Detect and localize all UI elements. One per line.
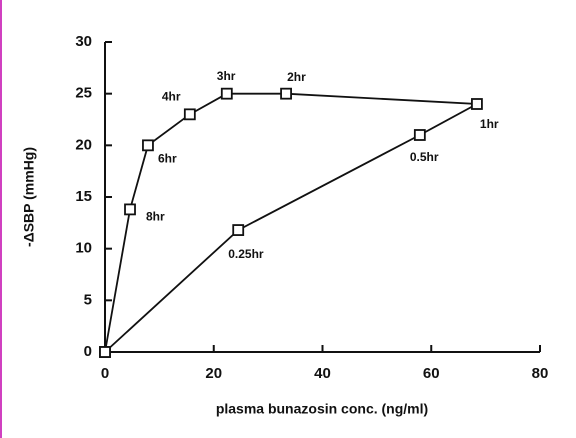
- point: [413, 129, 426, 141]
- y-tick-label: 15: [75, 188, 92, 205]
- point: [99, 346, 111, 358]
- data-line: [104, 92, 481, 353]
- point-label: 0.5hr: [410, 150, 439, 164]
- point: [471, 98, 483, 110]
- y-tick-label: 20: [75, 136, 92, 153]
- point-label: 0.25hr: [228, 247, 264, 261]
- point: [124, 203, 136, 216]
- point-label: 1hr: [480, 117, 499, 131]
- point-label: 6hr: [158, 152, 177, 166]
- y-tick-label: 0: [84, 343, 92, 360]
- x-tick-label: 60: [423, 365, 440, 382]
- y-tick-label: 10: [75, 240, 92, 257]
- point-label: 3hr: [217, 69, 236, 83]
- x-tick-label: 20: [205, 365, 222, 382]
- y-tick-label: 5: [84, 291, 92, 308]
- y-axis-title: -ΔSBP (mmHg): [21, 147, 37, 247]
- point: [232, 224, 245, 236]
- point: [142, 139, 154, 152]
- point-label: 4hr: [162, 90, 181, 104]
- y-tick-label: 30: [75, 33, 92, 50]
- y-tick-label: 25: [75, 85, 92, 102]
- point: [220, 87, 233, 100]
- x-tick-label: 80: [532, 365, 549, 382]
- point: [280, 87, 292, 100]
- point-label: 8hr: [146, 210, 165, 224]
- point: [183, 108, 196, 121]
- x-tick-label: 40: [314, 365, 331, 382]
- point-label: 2hr: [287, 70, 306, 84]
- x-tick-label: 0: [101, 365, 109, 382]
- x-axis-title: plasma bunazosin conc. (ng/ml): [216, 401, 428, 417]
